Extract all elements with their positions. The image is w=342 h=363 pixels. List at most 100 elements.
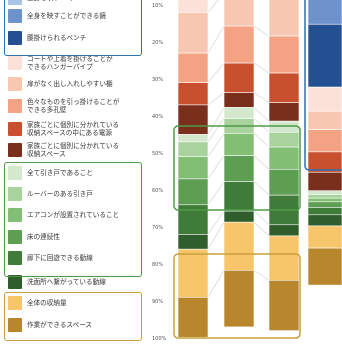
bar-segment — [307, 225, 342, 249]
legend-item: 色々なものを引っ掛けることが できる多孔壁 — [8, 98, 140, 114]
bar-segment — [177, 141, 209, 157]
legend-swatch — [8, 77, 22, 91]
legend-swatch — [8, 99, 22, 113]
legend-swatch — [8, 251, 22, 265]
connector-line — [207, 62, 225, 83]
legend-label: 廊下に回遊できる動線 — [27, 254, 93, 262]
bar-segment — [307, 207, 342, 216]
y-tick-label: 30% — [152, 77, 163, 83]
bar-segment — [223, 92, 255, 108]
bar-segment — [307, 171, 342, 192]
bar-segment — [223, 221, 255, 271]
legend-item: エアコンが設置されていること — [8, 208, 140, 222]
bar-segment — [268, 72, 300, 103]
legend-item: 家族ごとに個別に分かれている 収納スペース — [8, 142, 140, 158]
bar-segment — [177, 204, 209, 235]
bar-segment — [223, 0, 255, 27]
legend-label: 洗面所へ繋がっている動線 — [27, 278, 106, 286]
legend-item: 家族ごとに個別に分かれている 収納スペースの中にある電源 — [8, 121, 140, 137]
bar-segment — [307, 247, 342, 286]
connector-line — [207, 92, 225, 106]
bar-segment — [223, 181, 255, 212]
legend-label: 家族ごとに個別に分かれている 収納スペースの中にある電源 — [27, 121, 120, 137]
legend-item: 全身を映すことができる鏡 — [8, 9, 140, 23]
y-tick-label: 60% — [152, 188, 163, 194]
connector-line — [207, 181, 225, 205]
legend-label: 家族ごとに個別に分かれている 収納スペース — [27, 142, 120, 158]
legend-swatch — [8, 31, 22, 45]
bar-segment — [223, 133, 255, 156]
y-tick-label: 20% — [152, 40, 163, 46]
connector-line — [253, 155, 270, 170]
bar-segment — [223, 62, 255, 93]
bar-segment — [177, 248, 209, 298]
legend-item: 床の連続性 — [8, 230, 140, 244]
legend-swatch — [8, 0, 22, 5]
bar-segment — [268, 131, 300, 148]
bar-segment — [177, 234, 209, 250]
stacked-bar-chart: 10% 20% 30% 40% 50% 60% 70% 80% 90% 100% — [152, 0, 342, 342]
bar-segment — [268, 35, 300, 74]
bar-segment — [223, 269, 255, 328]
bar-segment — [223, 107, 255, 119]
legend-swatch — [8, 122, 22, 136]
legend-label: エアコンが設置されていること — [27, 211, 120, 219]
bar-segment — [223, 25, 255, 64]
y-tick-label: 90% — [152, 299, 163, 305]
connector-line — [207, 25, 225, 54]
connector-line — [253, 270, 270, 281]
y-tick-label: 70% — [152, 225, 163, 231]
legend-label: ルーバーのある引き戸 — [27, 190, 93, 198]
bar-segment — [307, 129, 342, 153]
bar-segment — [307, 194, 342, 199]
legend-item: 廊下に回遊できる動線 — [8, 251, 140, 265]
legend-item: 全体の収納量 — [8, 296, 140, 310]
connector-line — [207, 107, 225, 135]
chart-group-box-gold — [173, 253, 301, 339]
bar-segment — [177, 12, 209, 54]
legend-label: 扉がなく出し入れしやすい棚 — [27, 80, 113, 88]
connector-line — [207, 133, 225, 157]
legend-item: 全身を映す ミラー — [8, 0, 140, 5]
legend-label: 全て引き戸であること — [27, 169, 93, 177]
legend-item: 全て引き戸であること — [8, 166, 140, 180]
legend-swatch — [8, 187, 22, 201]
bar-segment — [177, 156, 209, 180]
bar-segment — [307, 23, 342, 88]
connector-line — [253, 62, 270, 74]
chart-group-box-green — [173, 125, 301, 211]
bar-segment — [268, 235, 300, 281]
legend-label: 床の連続性 — [27, 233, 60, 241]
bar-segment — [268, 102, 300, 122]
bar-segment — [177, 178, 209, 206]
bar-segment — [268, 146, 300, 170]
connector-line — [253, 221, 270, 237]
legend-label: 色々なものを引っ掛けることが できる多孔壁 — [27, 98, 120, 114]
bar-segment — [177, 0, 209, 13]
bar-segment — [268, 224, 300, 237]
legend-swatch — [8, 275, 22, 289]
legend-label: コートや上着を掛けることが できるハンガーパイプ — [27, 55, 113, 71]
legend-swatch — [8, 296, 22, 310]
bar-segment — [307, 190, 342, 195]
chart-group-box-blue — [304, 0, 342, 171]
y-tick-label: 40% — [152, 114, 163, 120]
legend-item: 腰掛けられるベンチ — [8, 31, 140, 45]
bar-segment — [223, 210, 255, 223]
legend-swatch — [8, 56, 22, 70]
connector-line — [207, 155, 225, 180]
bar-segment — [177, 104, 209, 135]
bar-segment — [307, 110, 342, 130]
legend-label: 全身を映すことができる鏡 — [27, 12, 106, 20]
legend-item: 作業ができるスペース — [8, 318, 140, 332]
legend-item: 洗面所へ繋がっている動線 — [8, 275, 140, 289]
bar-segment — [177, 52, 209, 83]
connector-line — [253, 107, 270, 122]
connector-line — [253, 181, 270, 196]
bar-segment — [307, 86, 342, 112]
legend-swatch — [8, 208, 22, 222]
legend-label: 全体の収納量 — [27, 299, 67, 307]
legend-swatch — [8, 166, 22, 180]
bar-segment — [223, 155, 255, 182]
bar-segment — [268, 0, 300, 37]
